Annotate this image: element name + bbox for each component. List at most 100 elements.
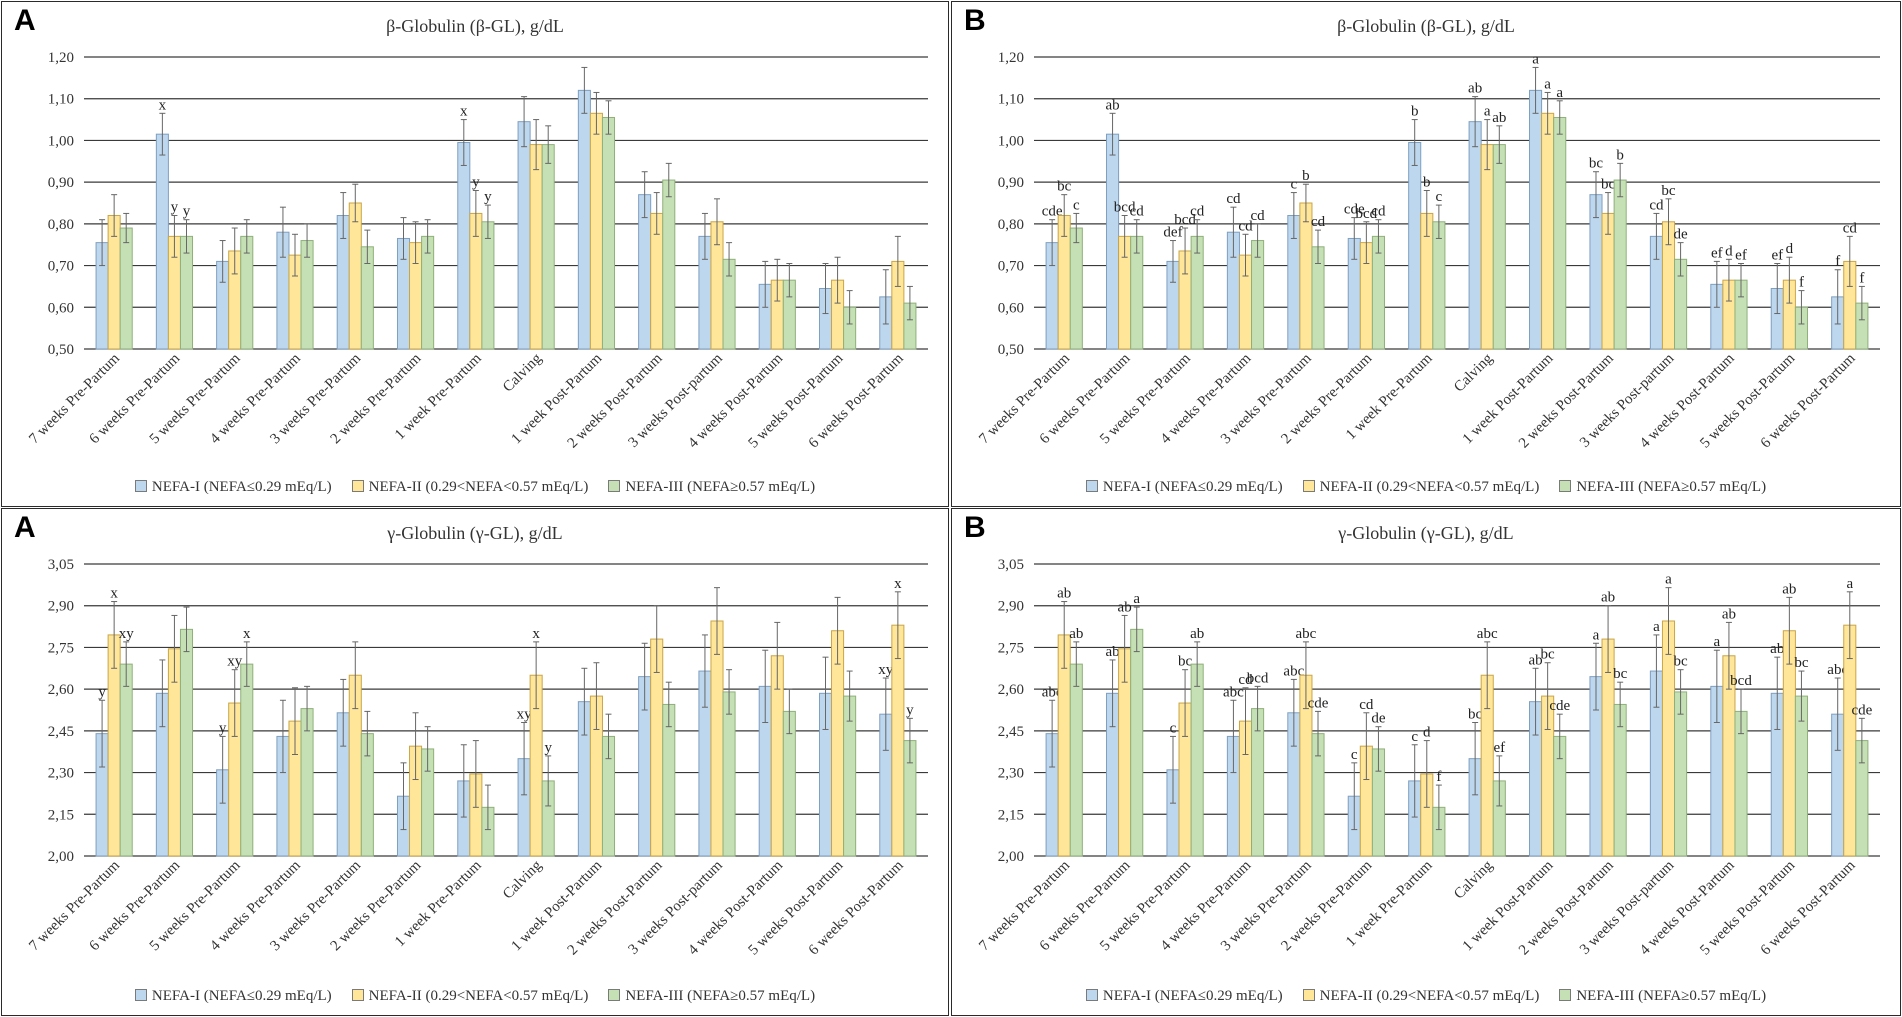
y-tick-label: 1,10 [998, 92, 1024, 108]
data-label: ab [1528, 652, 1542, 668]
data-label: c [1436, 189, 1443, 205]
legend-item: NEFA-III (NEFA≥0.57 mEq/L) [608, 988, 815, 1005]
y-tick-label: 0,90 [48, 175, 74, 191]
legend-label: NEFA-II (0.29<NEFA<0.57 mEq/L) [368, 988, 589, 1004]
y-tick-label: 0,60 [48, 300, 74, 316]
data-label: ab [1770, 641, 1784, 657]
panel-beta-globulin-a: A β-Globulin (β-GL), g/dL 0,50 0,60 0,70 0,… [1, 1, 949, 507]
data-label: ab [1105, 97, 1119, 113]
legend: NEFA-I (NEFA≤0.29 mEq/L) NEFA-II (0.29<NE… [2, 988, 948, 1005]
legend-label: NEFA-I (NEFA≤0.29 mEq/L) [151, 988, 332, 1004]
data-label: a [1593, 627, 1600, 643]
data-label: ab [1782, 581, 1796, 597]
data-label: x [894, 576, 902, 592]
legend-item: NEFA-I (NEFA≤0.29 mEq/L) [1085, 479, 1283, 496]
bar [1130, 628, 1144, 857]
bar-chart: 0,500,600,700,800,901,001,101,207 weeks … [26, 50, 928, 451]
legend-label: NEFA-I (NEFA≤0.29 mEq/L) [1102, 479, 1283, 495]
bar [1480, 144, 1494, 350]
bar [1432, 221, 1446, 350]
data-label: xy [878, 662, 894, 678]
legend-label: NEFA-II (0.29<NEFA<0.57 mEq/L) [1319, 988, 1540, 1004]
data-label: y [484, 189, 492, 205]
data-label: b [1302, 168, 1310, 184]
y-tick-label: 2,90 [48, 599, 74, 615]
data-label: ef [1711, 245, 1723, 261]
data-label: f [1835, 254, 1840, 270]
data-label: a [1714, 634, 1721, 650]
legend: NEFA-I (NEFA≤0.29 mEq/L) NEFA-II (0.29<NE… [2, 479, 948, 496]
legend-item: NEFA-II (0.29<NEFA<0.57 mEq/L) [1302, 479, 1539, 496]
data-label: y [183, 204, 191, 220]
bar [1541, 112, 1555, 350]
legend-swatch [1302, 480, 1315, 492]
y-tick-label: 0,70 [48, 259, 74, 275]
y-tick-label: 0,90 [998, 175, 1024, 191]
data-label: de [1371, 711, 1386, 727]
bar [155, 133, 169, 350]
legend-swatch [134, 480, 147, 492]
data-label: x [159, 97, 167, 113]
bar [119, 663, 133, 857]
y-tick-label: 3,05 [48, 557, 74, 573]
y-tick-label: 0,70 [998, 259, 1024, 275]
y-tick-label: 2,00 [998, 849, 1024, 865]
data-label: ab [1468, 81, 1482, 97]
data-label: y [472, 174, 480, 190]
bar [240, 663, 254, 857]
bar-chart: 0,500,600,700,800,901,001,101,20cdebcc7 … [976, 50, 1880, 451]
data-label: ef [1493, 740, 1505, 756]
data-label: ef [1735, 247, 1747, 263]
bar [601, 116, 616, 350]
data-label: cd [1238, 672, 1253, 688]
bar [577, 89, 591, 350]
data-label: ab [1105, 644, 1119, 660]
y-tick-label: 2,15 [998, 807, 1024, 823]
data-label: cde [1344, 202, 1365, 218]
data-label: c [1291, 177, 1298, 193]
y-tick-label: 0,80 [998, 217, 1024, 233]
bar [722, 691, 736, 857]
data-label: def [1163, 225, 1182, 241]
y-tick-label: 1,20 [998, 50, 1024, 66]
legend-swatch [351, 989, 364, 1001]
y-tick-label: 3,05 [998, 557, 1024, 573]
legend-label: NEFA-III (NEFA≥0.57 mEq/L) [625, 479, 816, 495]
bar [1529, 89, 1543, 350]
y-tick-label: 0,50 [48, 342, 74, 358]
chart-title: γ-Globulin (γ-GL), g/dL [387, 523, 563, 543]
data-label: f [1436, 769, 1441, 785]
y-tick-label: 2,75 [48, 640, 74, 656]
y-tick-label: 2,60 [48, 682, 74, 698]
data-label: bc [1661, 183, 1676, 199]
bar [1843, 624, 1857, 857]
bar [481, 221, 495, 350]
data-label: f [1859, 270, 1864, 286]
x-tick-label: Calving [1451, 350, 1496, 395]
panel-gamma-globulin-a: A γ-Globulin (γ-GL), g/dL 2,00 2,15 2,30 2,… [1, 508, 949, 1016]
chart-title: β-Globulin (β-GL), g/dL [386, 16, 564, 36]
bar [1553, 116, 1567, 350]
data-label: f [1799, 275, 1804, 291]
data-label: x [460, 104, 468, 120]
data-label: abc [1296, 626, 1317, 642]
data-label: ab [1190, 626, 1204, 642]
legend-swatch [608, 989, 621, 1001]
data-label: cd [1371, 204, 1386, 220]
data-label: a [1665, 572, 1672, 588]
data-label: a [1846, 576, 1853, 592]
data-label: y [906, 702, 914, 718]
y-tick-label: 2,90 [998, 599, 1024, 615]
y-tick-label: 1,10 [48, 92, 74, 108]
legend-swatch [608, 480, 621, 492]
data-label: bc [1589, 156, 1604, 172]
panel-label: B [964, 4, 986, 37]
data-label: cd [1238, 218, 1253, 234]
data-label: x [110, 586, 118, 602]
data-label: c [1170, 720, 1177, 736]
data-label: abc [1477, 626, 1498, 642]
y-tick-label: 1,00 [48, 133, 74, 149]
data-label: bc [1673, 654, 1688, 670]
data-label: xy [227, 654, 243, 670]
